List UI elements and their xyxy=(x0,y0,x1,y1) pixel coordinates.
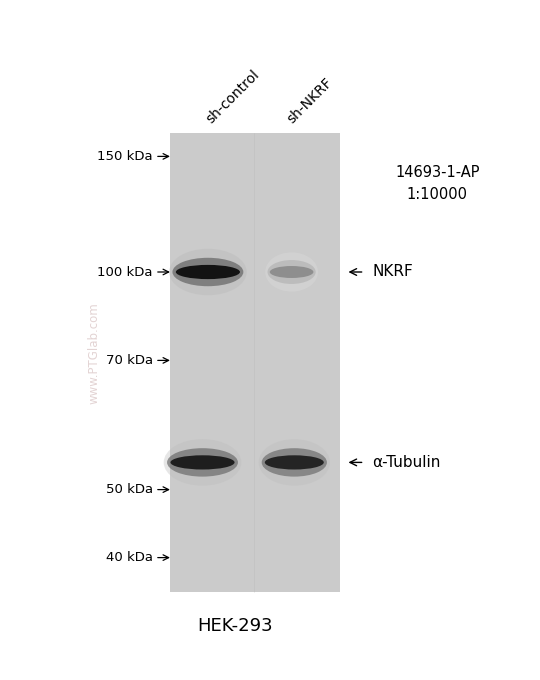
Text: 14693-1-AP
1:10000: 14693-1-AP 1:10000 xyxy=(395,165,480,202)
Ellipse shape xyxy=(267,260,316,284)
Bar xyxy=(170,133,340,592)
Text: α-Tubulin: α-Tubulin xyxy=(373,455,441,470)
Ellipse shape xyxy=(164,439,241,486)
Ellipse shape xyxy=(176,265,240,279)
Ellipse shape xyxy=(265,456,324,469)
Ellipse shape xyxy=(265,252,318,292)
Ellipse shape xyxy=(172,258,244,286)
Text: sh-control: sh-control xyxy=(204,67,262,126)
Text: 40 kDa: 40 kDa xyxy=(106,551,153,564)
Text: sh-NKRF: sh-NKRF xyxy=(285,75,335,126)
Text: NKRF: NKRF xyxy=(373,265,413,279)
Text: HEK-293: HEK-293 xyxy=(197,617,273,634)
Bar xyxy=(170,133,340,592)
Ellipse shape xyxy=(169,249,247,295)
Ellipse shape xyxy=(262,448,327,477)
Ellipse shape xyxy=(270,266,313,278)
Text: 150 kDa: 150 kDa xyxy=(97,150,153,163)
Text: 100 kDa: 100 kDa xyxy=(97,265,153,279)
Text: 50 kDa: 50 kDa xyxy=(106,483,153,496)
Text: www.PTGlab.com: www.PTGlab.com xyxy=(88,303,101,405)
Ellipse shape xyxy=(167,448,238,477)
Ellipse shape xyxy=(259,439,330,486)
Text: 70 kDa: 70 kDa xyxy=(106,354,153,367)
Ellipse shape xyxy=(171,456,234,469)
